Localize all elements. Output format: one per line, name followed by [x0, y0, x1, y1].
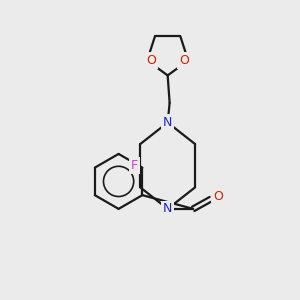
Text: O: O — [179, 54, 189, 67]
Text: O: O — [146, 54, 156, 67]
Text: F: F — [131, 159, 138, 172]
Text: O: O — [213, 190, 223, 202]
Text: N: N — [163, 116, 172, 129]
Text: N: N — [163, 202, 172, 215]
